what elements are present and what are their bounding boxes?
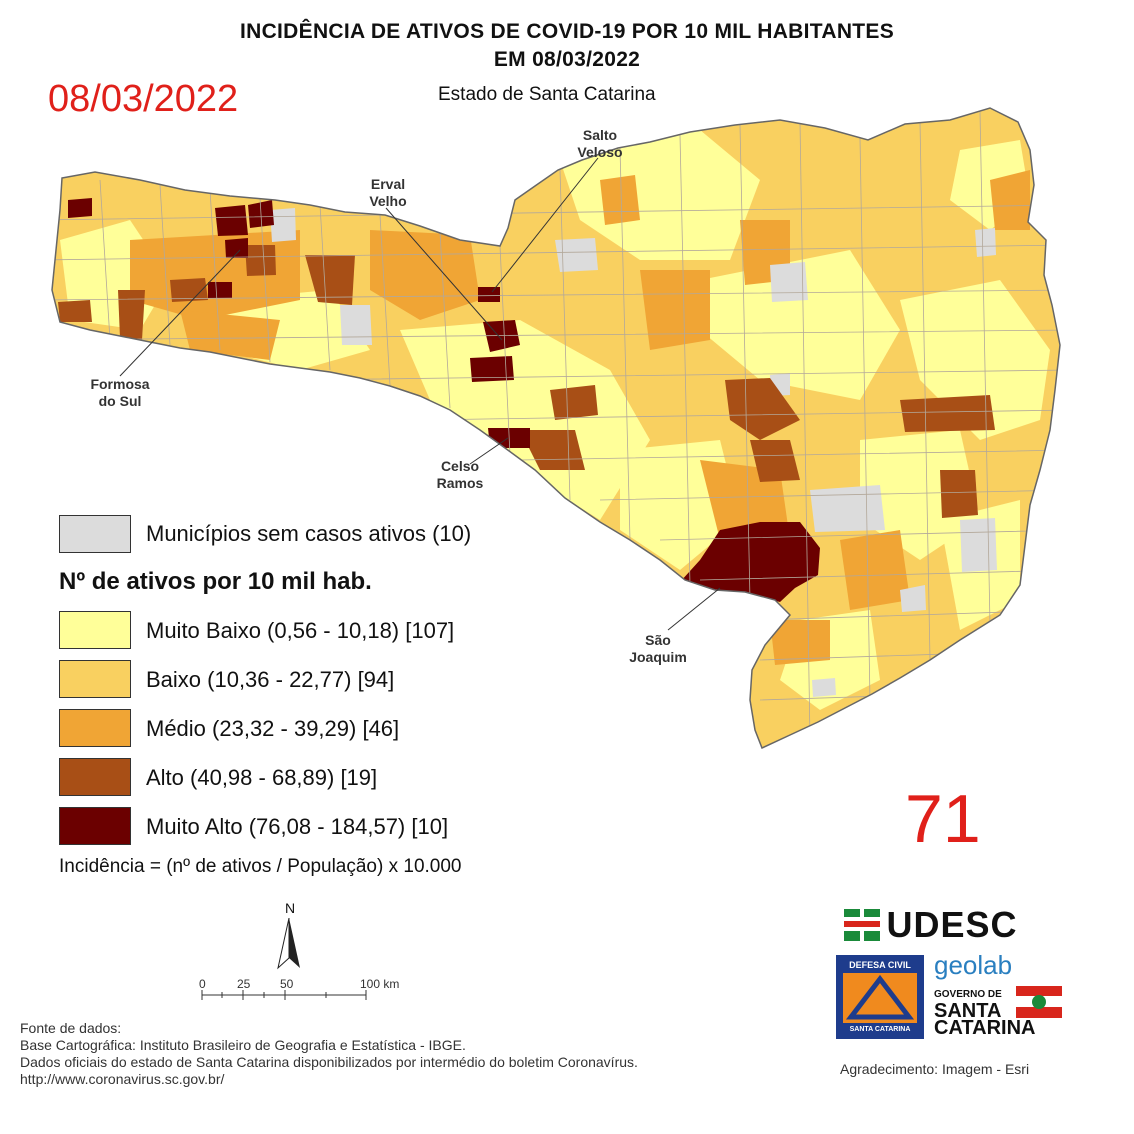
legend-heading: Nº de ativos por 10 mil hab. (59, 568, 372, 595)
governo-line3: CATARINA (934, 1017, 1036, 1039)
callout-text: Salto (582, 127, 618, 143)
callout-text: Joaquim (629, 649, 687, 665)
governo-line1: GOVERNO DE (934, 989, 1002, 1000)
legend-label-muito-baixo: Muito Baixo (0,56 - 10,18) [107] (146, 618, 455, 643)
legend-label-baixo: Baixo (10,36 - 22,77) [94] (146, 667, 395, 692)
north-arrow-icon (277, 918, 300, 970)
sc-flag-icon (1016, 986, 1062, 1018)
credits: Agradecimento: Imagem - Esri (840, 1061, 1030, 1077)
map-title-line1: INCIDÊNCIA DE ATIVOS DE COVID-19 POR 10 … (239, 20, 895, 43)
callout-celso-ramos: Celso Ramos (426, 458, 494, 492)
callout-text: Velho (369, 193, 407, 209)
sources-heading: Fonte de dados: (20, 1020, 122, 1036)
municipality-fills (52, 108, 1060, 748)
defesa-civil-logo: DEFESA CIVIL SANTA CATARINA (836, 955, 924, 1039)
legend-swatch-baixo (59, 660, 131, 698)
callout-salto-veloso: Salto Veloso (568, 127, 632, 161)
sources-line: http://www.coronavirus.sc.gov.br/ (20, 1071, 225, 1087)
callout-lines (119, 157, 721, 631)
north-label: N (284, 900, 296, 916)
date-overlay: 08/03/2022 (48, 78, 239, 120)
legend-swatch-medio (59, 709, 131, 747)
scale-tick-100: 100 km (360, 977, 400, 991)
scale-bar (201, 990, 367, 1000)
scale-tick-50: 50 (280, 977, 294, 991)
legend-label-muito-alto: Muito Alto (76,08 - 184,57) [10] (146, 814, 449, 839)
defesa-civil-top-text: DEFESA CIVIL (849, 960, 911, 970)
data-sources: Fonte de dados: Base Cartográfica: Insti… (20, 1020, 780, 1088)
callout-text: Ramos (436, 475, 484, 491)
udesc-logo: UDESC (842, 904, 1017, 946)
legend-swatch-alto (59, 758, 131, 796)
legend-swatch-no-cases (59, 515, 131, 553)
udesc-text: UDESC (886, 904, 1018, 945)
legend-swatch-muito-alto (59, 807, 131, 845)
scale-tick-0: 0 (199, 977, 206, 991)
legend-swatch-muito-baixo (59, 611, 131, 649)
legend-label-alto: Alto (40,98 - 68,89) [19] (146, 765, 378, 790)
scale-tick-25: 25 (237, 977, 251, 991)
callout-text: do Sul (98, 393, 142, 409)
callout-text: Formosa (90, 376, 150, 392)
legend-label-medio: Médio (23,32 - 39,29) [46] (146, 716, 400, 741)
map-subtitle: Estado de Santa Catarina (438, 84, 656, 105)
geolab-logo: geolab (934, 950, 1013, 980)
sources-line: Base Cartográfica: Instituto Brasileiro … (20, 1037, 466, 1053)
defesa-civil-bottom-text: SANTA CATARINA (849, 1026, 911, 1033)
triangle-icon (845, 974, 915, 1020)
callout-text: Erval (370, 176, 406, 192)
callout-text: São (645, 632, 671, 648)
governo-line2: SANTA (934, 1000, 1002, 1022)
callout-sao-joaquim: São Joaquim (622, 632, 694, 666)
governo-sc-logo: GOVERNO DE SANTA CATARINA (934, 986, 1036, 1039)
defesa-civil-emblem (843, 973, 917, 1023)
callout-text: Veloso (577, 144, 623, 160)
udesc-emblem-icon (844, 909, 880, 941)
map-title-line2: EM 08/03/2022 (493, 48, 641, 71)
incidence-formula: Incidência = (nº de ativos / População) … (59, 856, 462, 877)
overlay-number: 71 (905, 781, 981, 857)
callout-formosa-do-sul: Formosa do Sul (80, 376, 160, 410)
municipality-borders (52, 111, 1060, 741)
sources-line: Dados oficiais do estado de Santa Catari… (20, 1054, 638, 1070)
legend-label-no-cases: Municípios sem casos ativos (10) (146, 521, 472, 546)
callout-erval-velho: Erval Velho (356, 176, 420, 210)
callout-text: Celso (440, 458, 480, 474)
